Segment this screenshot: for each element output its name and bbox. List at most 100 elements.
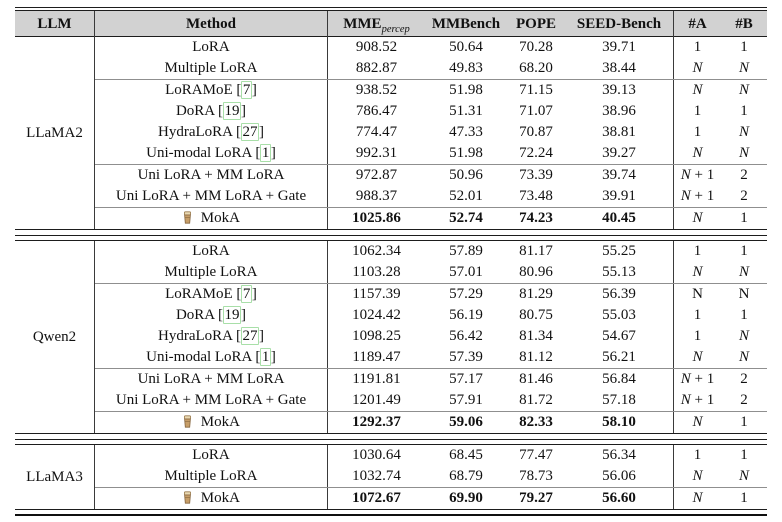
seed-bench-value: 56.21: [602, 349, 636, 365]
num-a-value: N: [673, 143, 721, 164]
method-label: HydraLoRA: [158, 124, 233, 140]
citation-number[interactable]: 7: [241, 285, 252, 303]
method-label: Uni LoRA + MM LoRA + Gate: [115, 188, 307, 204]
seed-bench-value: 40.45: [602, 210, 636, 226]
num-a-value: N + 1: [673, 390, 721, 411]
num-b-value: 2: [740, 392, 748, 408]
seed-bench-value: 39.91: [602, 188, 636, 204]
table-row: Uni-modal LoRA [1] 1189.47 57.39 81.12 5…: [95, 347, 767, 368]
table-row: Uni-modal LoRA [1] 992.31 51.98 72.24 39…: [95, 143, 767, 164]
method-subgroup: MokA [] 1025.86 52.74 74.23 40.45 N 1: [95, 208, 767, 229]
citation-link[interactable]: [27]: [235, 123, 264, 141]
method-label: LoRA: [192, 243, 230, 259]
table-row: HydraLoRA [27] 1098.25 56.42 81.34 54.67…: [95, 326, 767, 347]
citation-link[interactable]: [7]: [236, 285, 257, 303]
num-a-value: N: [673, 262, 721, 283]
method-label: DoRA: [175, 307, 215, 323]
mme-subscript: percep: [381, 24, 410, 35]
mmbench-value: 50.64: [449, 39, 483, 55]
num-b-value: N: [738, 286, 750, 302]
seed-bench-value: 54.67: [602, 328, 636, 344]
mmbench-value: 52.74: [449, 210, 483, 226]
table-row: Multiple LoRA [] 1032.74 68.79 78.73 56.…: [95, 466, 767, 487]
num-a-value: N: [673, 284, 721, 305]
table-row: Uni LoRA + MM LoRA + Gate [] 988.37 52.0…: [95, 186, 767, 207]
citation-link[interactable]: [1]: [255, 144, 276, 162]
mme-value: 992.31: [327, 143, 425, 164]
num-a-value: N: [673, 488, 721, 509]
num-b-value: N: [738, 145, 749, 161]
column-header-seed-bench: SEED-Bench: [576, 16, 662, 32]
method-label: MokA: [200, 414, 240, 430]
column-header-num-b: #B: [735, 16, 753, 32]
mmbench-value: 57.39: [449, 349, 483, 365]
moka-icon: [182, 210, 193, 231]
seed-bench-value: 38.44: [602, 60, 636, 76]
method-cell: Uni LoRA + MM LoRA []: [95, 369, 327, 390]
mme-value: 1025.86: [327, 208, 425, 229]
seed-bench-value: 58.10: [602, 414, 636, 430]
mmbench-value: 52.01: [449, 188, 483, 204]
pope-value: 73.48: [519, 188, 553, 204]
mmbench-value: 57.89: [449, 243, 483, 259]
citation-number[interactable]: 19: [223, 102, 242, 120]
mmbench-value: 56.19: [449, 307, 483, 323]
citation-number[interactable]: 27: [240, 123, 259, 141]
pope-value: 81.34: [519, 328, 553, 344]
method-subgroup: LoRA [] 908.52 50.64 70.28 39.71 1 1 Mul…: [95, 37, 767, 80]
method-cell: LoRA []: [95, 241, 327, 262]
method-label: LoRA: [192, 39, 230, 55]
citation-number[interactable]: 27: [240, 327, 259, 345]
citation-number[interactable]: 7: [241, 81, 252, 99]
method-cell: LoRA []: [95, 37, 327, 58]
mme-value: 786.47: [327, 101, 425, 122]
table-row: Uni LoRA + MM LoRA + Gate [] 1201.49 57.…: [95, 390, 767, 411]
method-label: Uni-modal LoRA: [146, 145, 252, 161]
method-subgroup: LoRAMoE [7] 1157.39 57.29 81.29 56.39 N …: [95, 284, 767, 369]
mmbench-value: 68.45: [449, 447, 483, 463]
num-b-value: N: [738, 124, 749, 140]
pope-value: 68.20: [519, 60, 553, 76]
pope-value: 80.75: [519, 307, 553, 323]
num-b-value: 2: [740, 188, 748, 204]
num-a-value: N + 1: [673, 186, 721, 207]
num-b-value: 1: [740, 447, 748, 463]
method-cell: Multiple LoRA []: [95, 262, 327, 283]
num-b-value: 2: [740, 371, 748, 387]
num-b-value: 1: [740, 307, 748, 323]
num-a-value: N: [673, 58, 721, 79]
citation-link[interactable]: [19]: [218, 102, 247, 120]
mme-value: 938.52: [327, 80, 425, 101]
llm-group: LLaMA2 LoRA [] 908.52 50.64 70.28 39.71 …: [15, 37, 767, 229]
table-row: LoRA [] 1062.34 57.89 81.17 55.25 1 1: [95, 241, 767, 262]
mme-value: 1103.28: [327, 262, 425, 283]
method-cell: LoRA []: [95, 445, 327, 466]
citation-link[interactable]: [27]: [235, 327, 264, 345]
moka-icon: [182, 414, 193, 435]
table-row: MokA [] 1072.67 69.90 79.27 56.60 N 1: [95, 488, 767, 509]
table-header-row: LLM Method MMEpercep MMBench POPE SEED-B…: [15, 11, 767, 37]
method-subgroup: MokA [] 1292.37 59.06 82.33 58.10 N 1: [95, 412, 767, 433]
num-b-value: N: [738, 349, 749, 365]
mme-value: 1191.81: [327, 369, 425, 390]
citation-link[interactable]: [1]: [255, 348, 276, 366]
citation-link[interactable]: [19]: [218, 306, 247, 324]
num-b-value: 1: [740, 490, 748, 506]
mme-value: 1062.34: [327, 241, 425, 262]
method-cell: DoRA [19]: [95, 305, 327, 326]
citation-link[interactable]: [7]: [236, 81, 257, 99]
citation-number[interactable]: 1: [260, 144, 271, 162]
pope-value: 81.29: [519, 286, 553, 302]
citation-number[interactable]: 1: [260, 348, 271, 366]
num-b-value: 2: [740, 167, 748, 183]
method-label: MokA: [200, 210, 240, 226]
table-row: Multiple LoRA [] 882.87 49.83 68.20 38.4…: [95, 58, 767, 79]
method-cell: Uni LoRA + MM LoRA + Gate []: [95, 186, 327, 207]
mmbench-value: 50.96: [449, 167, 483, 183]
method-cell: HydraLoRA [27]: [95, 122, 327, 143]
citation-number[interactable]: 19: [223, 306, 242, 324]
mmbench-value: 59.06: [449, 414, 483, 430]
method-subgroup: LoRAMoE [7] 938.52 51.98 71.15 39.13 N N…: [95, 80, 767, 165]
mme-value: 1189.47: [327, 347, 425, 368]
